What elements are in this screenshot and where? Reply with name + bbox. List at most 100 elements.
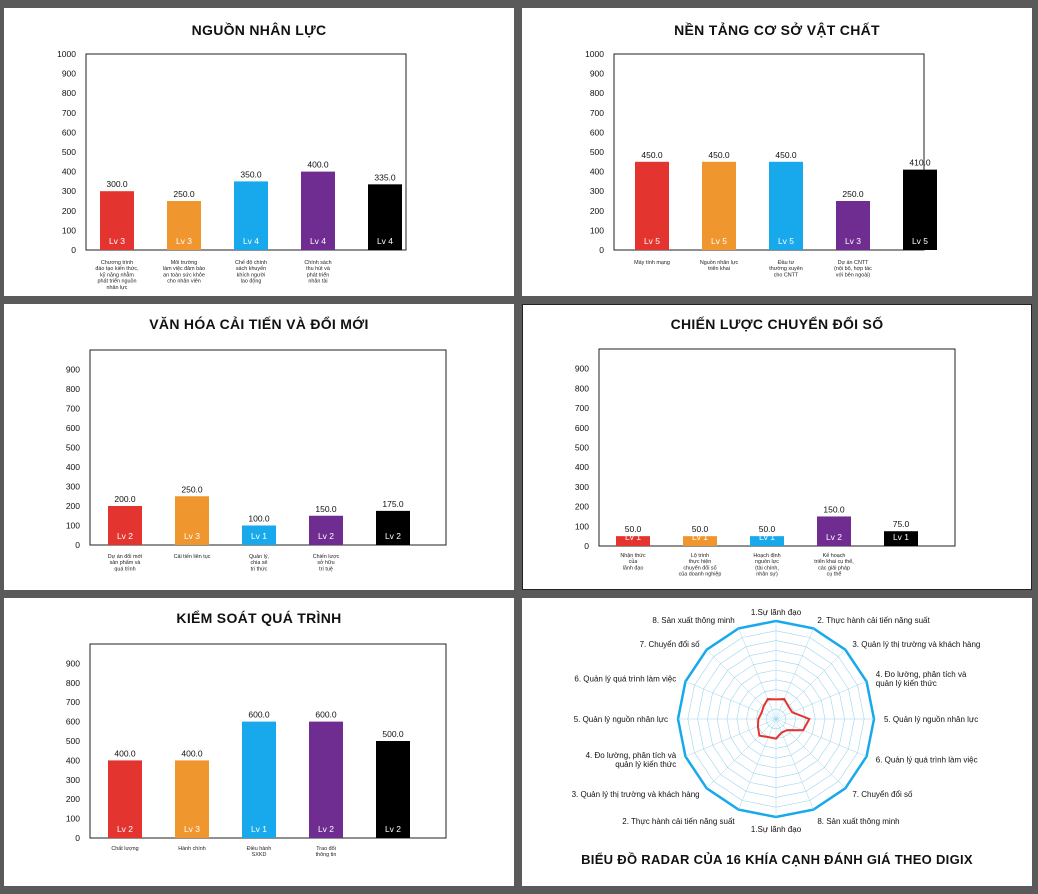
bar-level-label: Lv 1	[251, 824, 267, 834]
bar-level-label: Lv 2	[318, 824, 334, 834]
y-tick-label: 500	[62, 147, 76, 157]
category-label: SXKD	[252, 852, 267, 858]
bar	[175, 496, 209, 545]
bar-value-label: 150.0	[315, 504, 337, 514]
bar-value-label: 410.0	[909, 158, 931, 168]
y-tick-label: 400	[66, 462, 80, 472]
bar	[376, 510, 410, 545]
category-label: Kế hoạch	[823, 553, 846, 559]
category-label: cụ thể	[827, 571, 842, 578]
category-label: lãnh đạo	[623, 565, 644, 571]
category-label: quá trình	[114, 566, 135, 572]
y-tick-label: 700	[66, 697, 80, 707]
y-tick-label: 200	[590, 206, 604, 216]
bar-level-label: Lv 2	[117, 531, 133, 541]
category-label: thường xuyên	[769, 266, 803, 272]
category-label: Chiến lược	[313, 554, 340, 560]
y-tick-label: 0	[75, 833, 80, 843]
y-tick-label: 500	[575, 443, 589, 453]
bar	[750, 536, 784, 546]
bar-level-label: Lv 3	[845, 236, 861, 246]
bar-value-label: 100.0	[248, 514, 270, 524]
chart-title: VĂN HÓA CẢI TIẾN VÀ ĐỔI MỚI	[149, 316, 369, 332]
bar-level-label: Lv 4	[310, 236, 326, 246]
category-label: Trao đổi	[316, 845, 336, 852]
y-tick-label: 0	[599, 245, 604, 255]
y-tick-label: 500	[66, 443, 80, 453]
y-tick-label: 900	[66, 365, 80, 375]
panel-kiem-soat: KIỂM SOÁT QUÁ TRÌNH 0 100 200 300 400 500 600 7…	[4, 598, 514, 886]
radar-axis-label: 1.Sự lãnh đạo	[751, 825, 802, 834]
category-label: sách khuyến	[236, 266, 266, 272]
y-tick-label: 400	[575, 462, 589, 472]
bar-chart-svg: 0 100 200 300 400 500 600 700 800 900 200.0 Lv 2 Dự …	[66, 349, 447, 572]
radar-spoke	[706, 649, 777, 720]
bar	[616, 536, 650, 546]
bar-value-label: 450.0	[641, 150, 663, 160]
bar	[884, 531, 918, 546]
bar-value-label: 175.0	[382, 499, 404, 509]
category-label: Môi trường	[171, 260, 198, 266]
radar-axis-label: 6. Quản lý quá trình làm việc	[574, 674, 676, 683]
bar-chart-svg: 0 100 200 300 400 500 600 700 800 900 400.0 Lv 2 Chấ…	[66, 643, 447, 858]
radar-series	[756, 698, 811, 740]
y-tick-label: 100	[66, 814, 80, 824]
category-label: triển khai	[708, 265, 730, 272]
bar-value-label: 75.0	[893, 519, 910, 529]
radar-spoke	[738, 628, 777, 720]
bar-level-label: Lv 3	[184, 824, 200, 834]
panel-chuyen-doi-so: CHIẾN LƯỢC CHUYỂN ĐỔI SỐ 0 100 200 300 400 50…	[522, 304, 1032, 590]
bar-level-label: Lv 1	[625, 532, 641, 542]
bar	[100, 191, 134, 250]
y-tick-label: 900	[575, 364, 589, 374]
category-label: đào tạo kiến thức,	[95, 266, 139, 272]
category-label: Điều hành	[247, 846, 272, 852]
panel-nguon-nhan-luc: NGUỒN NHÂN LỰC 0 100 200 300 400 500 600 700 800…	[4, 8, 514, 296]
y-tick-label: 300	[66, 482, 80, 492]
category-label: cho nhân viên	[167, 279, 201, 285]
bar-chart-svg: 0 100 200 300 400 500 600 700 800 900 1000 300.0 Lv …	[57, 49, 407, 291]
bar	[175, 760, 209, 838]
radar-axis-label: 1.Sự lãnh đạo	[751, 608, 802, 617]
radar-axis-label: 6. Quản lý quá trình làm việc	[876, 756, 978, 765]
bar-level-label: Lv 1	[893, 532, 909, 542]
bar-value-label: 150.0	[823, 504, 845, 514]
category-label: với bên ngoài)	[836, 272, 871, 278]
category-label: triển khai cụ thể,	[814, 558, 854, 565]
radar-spoke	[775, 718, 867, 757]
y-tick-label: 800	[590, 88, 604, 98]
radar-spoke	[775, 628, 814, 720]
radar-chart-svg: 1.Sự lãnh đạo 2. Thực hành cải tiến năng …	[572, 608, 981, 834]
y-tick-label: 300	[590, 186, 604, 196]
bar-level-label: Lv 5	[644, 236, 660, 246]
bar-value-label: 600.0	[248, 710, 270, 720]
radar-axis-label: 3. Quản lý thị trường và khách hàng	[852, 640, 980, 649]
y-tick-label: 100	[590, 225, 604, 235]
y-tick-label: 700	[575, 403, 589, 413]
bar-level-label: Lv 3	[109, 236, 125, 246]
bar-level-label: Lv 3	[184, 531, 200, 541]
category-label: Dự án CNTT	[838, 260, 870, 266]
y-tick-label: 300	[575, 482, 589, 492]
category-label: phát triển	[307, 271, 329, 278]
bar	[167, 201, 201, 250]
y-tick-label: 700	[66, 404, 80, 414]
radar-spoke	[706, 718, 777, 789]
y-tick-label: 900	[590, 69, 604, 79]
y-tick-label: 400	[66, 755, 80, 765]
radar-axis-label: 4. Đo lường, phân tích và	[876, 670, 967, 679]
y-tick-label: 500	[66, 736, 80, 746]
bar-value-label: 400.0	[181, 748, 203, 758]
y-tick-label: 700	[62, 108, 76, 118]
bar-level-label: Lv 5	[912, 236, 928, 246]
radar-axis-label: 5. Quản lý nguồn nhân lực	[574, 715, 668, 724]
bar-level-label: Lv 4	[377, 236, 393, 246]
y-tick-label: 100	[62, 225, 76, 235]
chart-title: NGUỒN NHÂN LỰC	[191, 22, 327, 38]
category-label: Quản lý,	[249, 554, 270, 560]
category-label: của	[629, 558, 638, 565]
chart-title: KIỂM SOÁT QUÁ TRÌNH	[176, 610, 342, 626]
radar-axis-label: 3. Quản lý thị trường và khách hàng	[572, 790, 700, 799]
bar-value-label: 600.0	[315, 710, 337, 720]
